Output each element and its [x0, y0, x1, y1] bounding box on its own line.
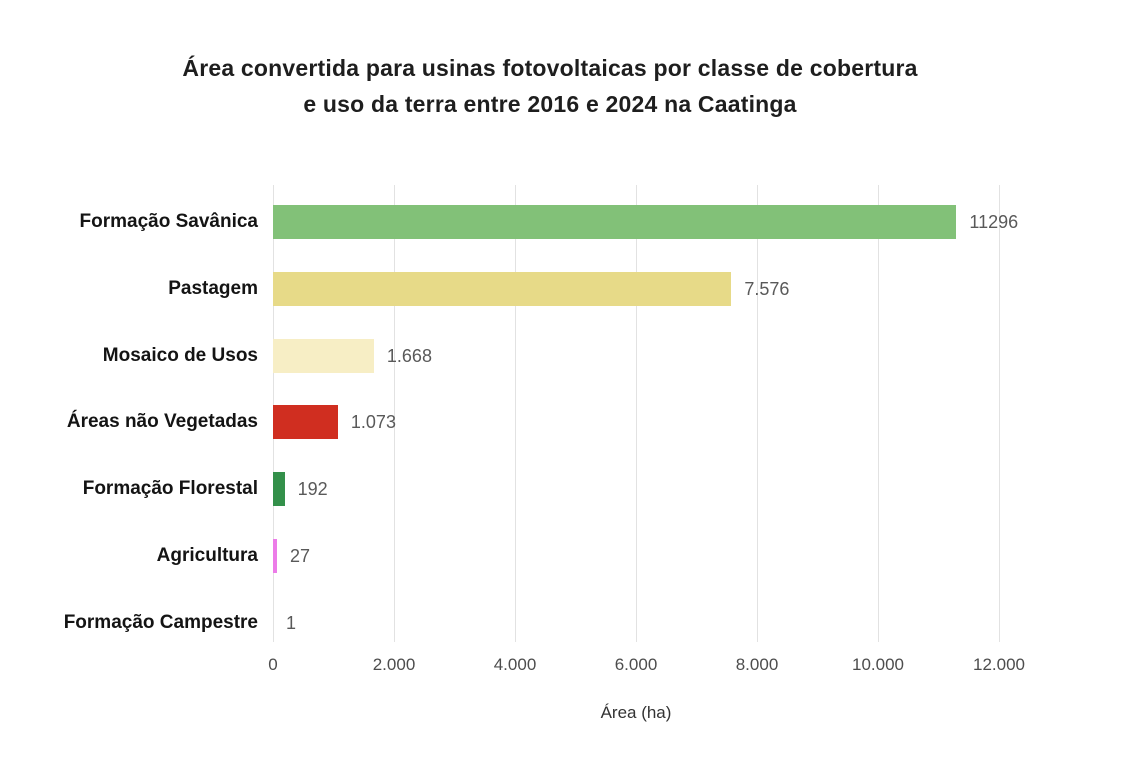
gridline-x-2.000 — [394, 185, 395, 642]
bar — [273, 472, 285, 507]
value-label: 1.668 — [386, 345, 432, 366]
bar — [273, 405, 338, 440]
x-axis-label: Área (ha) — [600, 703, 672, 722]
category-label: Formação Florestal — [82, 478, 258, 500]
gridline-x-6.000 — [636, 185, 637, 642]
value-label: 1 — [286, 612, 297, 633]
gridline-x-12.000 — [999, 185, 1000, 642]
chart-title: Área convertida para usinas fotovoltaica… — [0, 50, 1100, 122]
category-label: Agricultura — [156, 545, 258, 566]
x-tick-label: 2.000 — [372, 655, 416, 674]
chart-title-line-1: Área convertida para usinas fotovoltaica… — [182, 55, 918, 81]
category-label: Formação Campestre — [63, 611, 258, 633]
x-tick-label: 12.000 — [973, 655, 1025, 674]
plot-area — [273, 185, 1000, 642]
gridline-x-8.000 — [757, 185, 758, 642]
value-label: 192 — [297, 479, 328, 500]
x-tick-label: 0 — [268, 655, 278, 674]
x-tick-label: 8.000 — [735, 655, 779, 674]
bar — [273, 205, 957, 239]
value-label: 11296 — [969, 212, 1019, 232]
category-label: Formação Savânica — [79, 211, 258, 232]
x-tick-label: 4.000 — [493, 655, 537, 674]
bar — [273, 539, 277, 573]
category-label: Pastagem — [168, 277, 258, 299]
gridline-x-4.000 — [515, 185, 516, 642]
x-tick-label: 6.000 — [614, 655, 658, 674]
gridline-x-10.000 — [878, 185, 879, 642]
value-label: 7.576 — [744, 278, 790, 299]
x-tick-label: 10.000 — [852, 655, 904, 674]
category-label: Mosaico de Usos — [102, 344, 258, 366]
bar — [273, 271, 732, 306]
bar — [273, 338, 374, 373]
category-label: Áreas não Vegetadas — [66, 411, 258, 433]
chart-title-line-2: e uso da terra entre 2016 e 2024 na Caat… — [303, 91, 797, 117]
value-label: 1.073 — [350, 412, 396, 433]
value-label: 27 — [290, 546, 311, 566]
